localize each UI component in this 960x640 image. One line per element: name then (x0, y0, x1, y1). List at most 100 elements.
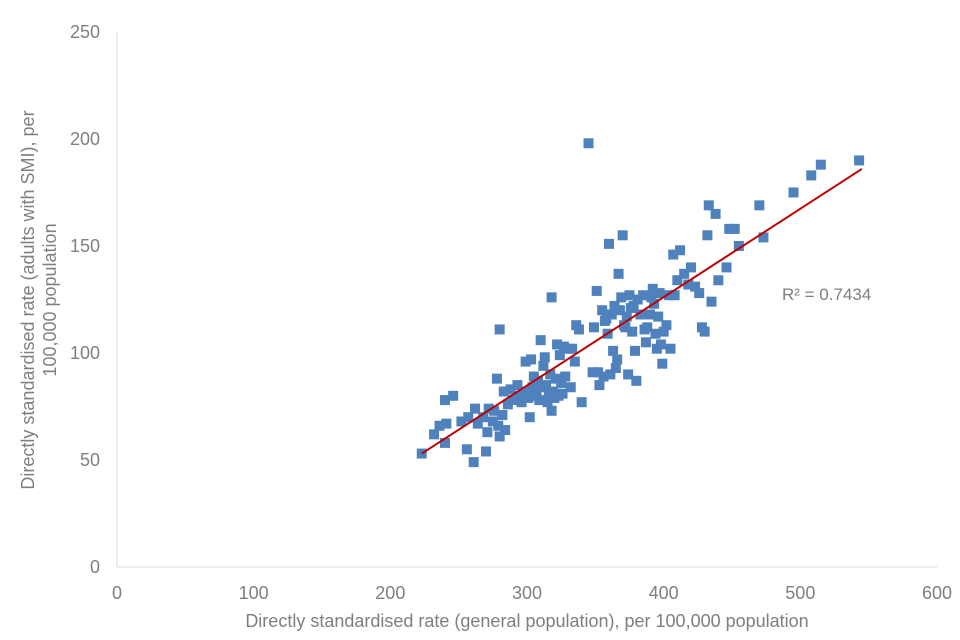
data-point (627, 326, 638, 337)
data-point (565, 382, 576, 393)
data-point (470, 403, 481, 414)
data-point (675, 245, 686, 256)
data-point (583, 138, 594, 149)
data-point (617, 230, 628, 241)
data-point (440, 437, 450, 448)
data-point (546, 292, 557, 303)
data-point (703, 200, 714, 211)
data-point (616, 292, 627, 303)
data-point (713, 275, 724, 286)
data-point (546, 405, 557, 416)
data-point (612, 354, 623, 365)
data-point (532, 375, 543, 386)
x-tick-label: 100 (239, 583, 269, 603)
data-point (672, 275, 683, 286)
data-point (489, 405, 500, 416)
data-point (539, 352, 550, 363)
data-point (494, 324, 505, 335)
data-point (448, 390, 459, 401)
data-point (491, 373, 502, 384)
y-tick-label: 50 (80, 450, 100, 470)
data-point (494, 431, 505, 442)
data-point (482, 427, 493, 438)
data-points (416, 138, 865, 468)
data-point (733, 241, 744, 251)
y-axis-title-line1: Directly standardised rate (adults with … (18, 110, 38, 489)
data-point (668, 249, 679, 260)
data-point (588, 322, 599, 333)
data-point (598, 371, 609, 382)
data-point (500, 425, 511, 436)
data-point (550, 373, 561, 384)
x-tick-label: 400 (649, 583, 679, 603)
data-point (441, 418, 452, 429)
plot-area (116, 32, 937, 568)
data-point (635, 309, 646, 320)
data-point (788, 187, 799, 198)
data-point (623, 369, 634, 380)
data-point (542, 397, 553, 408)
x-tick-label: 0 (112, 583, 122, 603)
data-point (478, 412, 489, 423)
data-point (493, 420, 504, 431)
data-point (654, 288, 665, 299)
data-point (724, 223, 735, 234)
data-point (604, 238, 614, 249)
data-point (650, 328, 661, 339)
y-tick-label: 150 (70, 236, 100, 256)
data-point (461, 444, 472, 455)
data-point (463, 412, 474, 423)
data-point (631, 375, 642, 386)
data-point (468, 457, 479, 468)
data-point (557, 388, 568, 399)
data-point (573, 324, 584, 335)
x-tick-label: 600 (922, 583, 952, 603)
data-point (658, 326, 669, 337)
data-point (593, 367, 604, 378)
data-point (632, 294, 643, 305)
y-tick-label: 0 (90, 557, 100, 577)
data-point (594, 380, 605, 391)
y-tick-label: 200 (70, 129, 100, 149)
data-point (567, 343, 578, 354)
data-point (526, 354, 537, 365)
data-point (624, 290, 635, 301)
data-point (605, 369, 616, 380)
data-point (661, 320, 672, 331)
x-tick-label: 500 (785, 583, 815, 603)
data-point (665, 343, 676, 354)
data-point (609, 300, 620, 311)
data-point (702, 230, 713, 241)
data-point (613, 268, 624, 279)
y-tick-label: 100 (70, 343, 100, 363)
data-point (497, 410, 508, 421)
data-point (854, 155, 865, 166)
x-tick-labels: 0 100 200 300 400 500 600 (112, 583, 952, 603)
data-point (694, 288, 705, 299)
y-tick-label: 250 (70, 22, 100, 42)
data-point (721, 262, 732, 273)
data-point (606, 309, 617, 320)
data-point (640, 337, 651, 348)
data-point (642, 322, 653, 333)
data-point (806, 170, 817, 181)
data-point (538, 360, 549, 371)
data-point (556, 377, 567, 388)
data-point (657, 358, 668, 369)
data-point (645, 309, 655, 320)
data-point (487, 416, 498, 427)
data-point (481, 446, 491, 457)
data-point (434, 420, 445, 431)
data-point (541, 380, 552, 391)
y-tick-labels: 0 50 100 150 200 250 (70, 22, 100, 577)
x-axis-title: Directly standardised rate (general popu… (245, 611, 808, 631)
data-point (520, 356, 531, 367)
data-point (629, 345, 640, 356)
data-point (576, 397, 587, 408)
data-point (498, 386, 509, 397)
data-point (608, 345, 619, 356)
data-point (653, 311, 664, 322)
data-point (560, 371, 571, 382)
data-point (440, 395, 450, 406)
